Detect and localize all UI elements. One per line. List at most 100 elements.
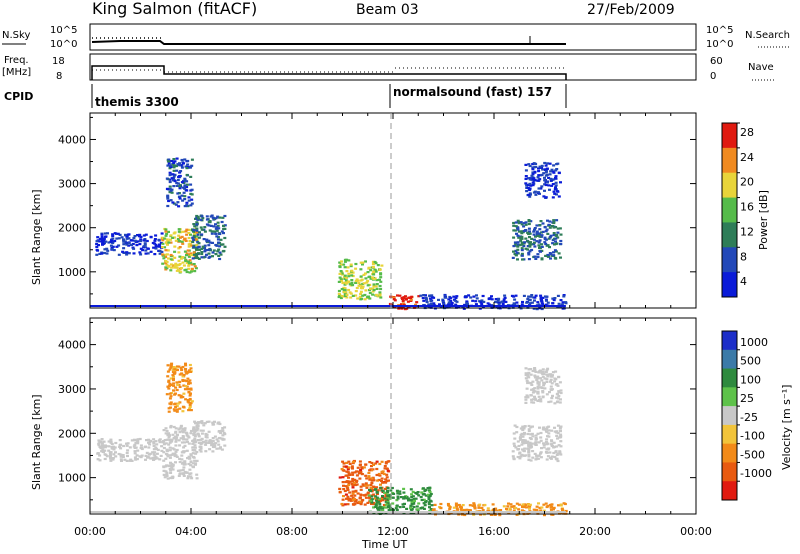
velocity-cell — [439, 507, 443, 510]
power-cell — [101, 243, 105, 246]
velocity-cell — [550, 503, 554, 506]
power-cell — [368, 287, 372, 290]
velocity-cell — [341, 476, 345, 479]
velocity-cell — [381, 495, 384, 498]
velocity-cell — [530, 383, 534, 386]
velocity-cell — [457, 503, 461, 507]
power-cell — [559, 239, 563, 243]
velocity-ground-cell — [496, 511, 499, 513]
velocity-cell — [532, 508, 536, 511]
velocity-cell — [426, 487, 430, 490]
velocity-cell — [152, 438, 156, 441]
power-ground-cell — [98, 305, 102, 307]
velocity-cell — [149, 457, 153, 460]
power-ground-cell — [270, 305, 273, 307]
velocity-cell — [154, 440, 158, 443]
velocity-cell — [439, 502, 443, 506]
velocity-ground-cell — [257, 511, 261, 513]
velocity-cell — [158, 458, 162, 461]
velocity-cell — [180, 454, 184, 457]
velocity-cell — [369, 489, 373, 492]
power-cell — [178, 164, 182, 167]
power-ground-cell — [112, 305, 116, 307]
power-ground-cell — [406, 305, 410, 307]
velocity-cell — [181, 436, 185, 439]
power-ytick-label: 3000 — [58, 178, 86, 191]
velocity-cell — [133, 452, 137, 455]
power-ground-cell — [520, 305, 523, 307]
power-cell — [526, 297, 530, 300]
velocity-cell — [429, 508, 433, 511]
velocity-cell — [171, 433, 175, 436]
velocity-cell — [126, 442, 130, 445]
power-cell — [205, 218, 209, 221]
velocity-ground-cell — [268, 511, 271, 513]
velocity-cell — [338, 491, 342, 494]
power-ground-cell — [122, 305, 126, 307]
power-ground-cell — [336, 305, 339, 307]
power-cell — [527, 219, 531, 222]
velocity-ground-cell — [324, 511, 328, 513]
power-cell — [432, 302, 436, 305]
velocity-cell — [554, 370, 558, 373]
velocity-cell — [179, 394, 183, 397]
velocity-cell — [111, 458, 115, 461]
power-cell — [175, 157, 179, 160]
power-cell — [494, 298, 498, 301]
velocity-cell — [368, 478, 372, 481]
power-cell — [161, 254, 165, 257]
power-cell — [214, 223, 217, 226]
power-cell — [218, 257, 222, 261]
power-cell — [524, 182, 528, 185]
power-cell — [379, 280, 383, 283]
velocity-cell — [162, 451, 166, 454]
velocity-cell — [526, 432, 530, 436]
velocity-colorbar-segment — [722, 406, 737, 426]
velocity-ground-cell — [550, 511, 554, 513]
power-cell — [217, 241, 220, 244]
velocity-cell — [479, 513, 483, 516]
velocity-cell — [544, 370, 548, 373]
power-cell — [168, 187, 172, 190]
power-colorbar-tick-label: 24 — [740, 151, 754, 164]
power-ground-cell — [356, 305, 359, 307]
power-colorbar-tick-label: 20 — [740, 176, 754, 189]
velocity-cell — [351, 460, 355, 464]
velocity-cell — [200, 422, 204, 425]
velocity-cell — [529, 373, 533, 376]
power-cell — [545, 228, 549, 231]
power-cell — [424, 294, 427, 297]
velocity-cell — [529, 381, 533, 385]
velocity-cell — [380, 489, 384, 492]
power-cell — [195, 229, 199, 232]
power-ground-cell — [307, 305, 310, 307]
velocity-cell — [385, 473, 389, 476]
velocity-cell — [472, 513, 476, 516]
power-cell — [532, 177, 536, 180]
velocity-cell — [370, 477, 374, 480]
power-cell — [421, 296, 425, 300]
velocity-cell — [559, 391, 563, 395]
velocity-cell — [125, 442, 128, 445]
velocity-cell — [201, 429, 205, 432]
power-cell — [188, 240, 192, 243]
time-xtick-label: 00:00 — [74, 525, 106, 538]
velocity-cell — [520, 509, 524, 512]
velocity-colorbar-frame — [721, 330, 738, 501]
time-xtick-label: 08:00 — [276, 525, 308, 538]
velocity-cell — [540, 371, 544, 375]
power-cell — [425, 298, 428, 301]
velocity-cell — [552, 441, 556, 444]
power-ground-cell — [403, 305, 406, 307]
velocity-cell — [526, 503, 530, 506]
power-cell — [522, 225, 526, 228]
power-cell — [534, 294, 538, 297]
velocity-cell — [184, 385, 188, 388]
velocity-cell — [391, 502, 395, 505]
velocity-cell — [180, 441, 184, 444]
power-cell — [539, 294, 543, 297]
velocity-cell — [384, 462, 388, 465]
power-ground-cell — [375, 305, 378, 307]
velocity-cell — [538, 398, 541, 401]
velocity-ground-cell — [300, 511, 304, 513]
